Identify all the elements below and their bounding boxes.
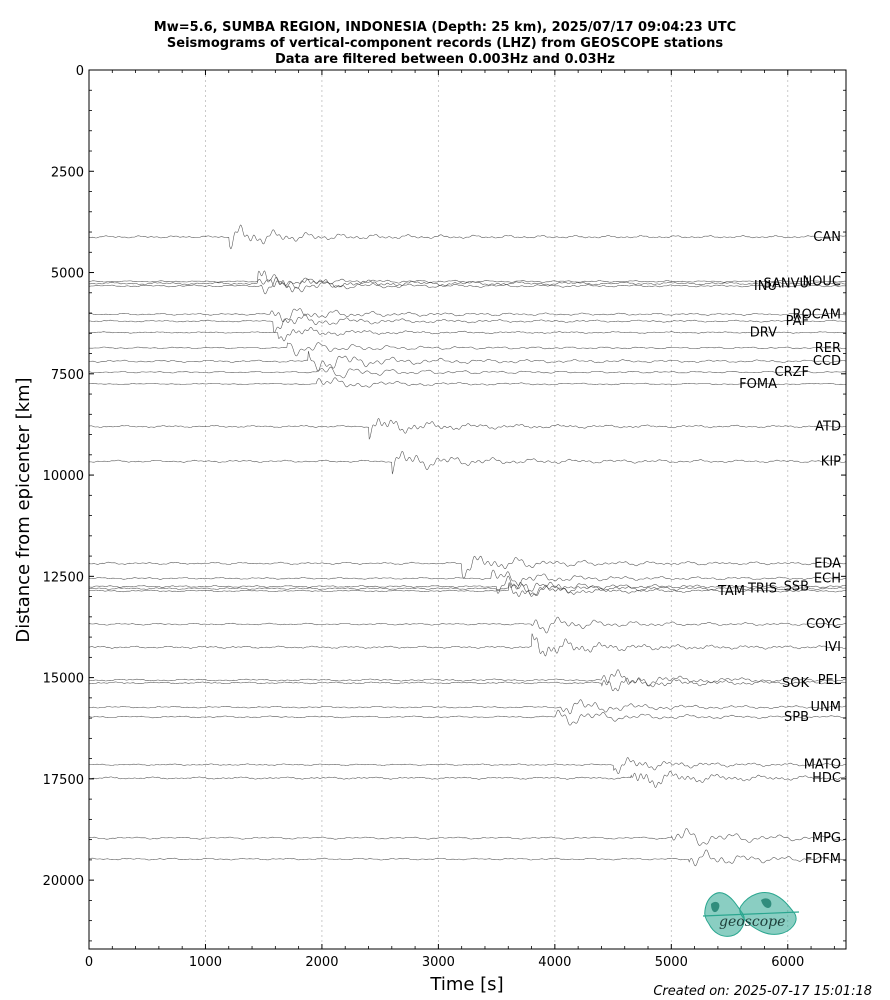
station-label-atd: ATD: [815, 419, 841, 434]
station-label-spb: SPB: [784, 710, 809, 725]
trace-sanvu: [88, 270, 846, 293]
trace-foma: [89, 377, 846, 388]
station-label-unm: UNM: [811, 700, 841, 715]
station-label-fdfm: FDFM: [805, 852, 841, 867]
trace-rer: [88, 342, 846, 357]
station-label-sanvu: SANVU: [763, 276, 809, 291]
trace-ssb: [89, 575, 846, 594]
trace-ivi: [89, 633, 846, 657]
y-axis-label: Distance from epicenter [km]: [13, 377, 34, 642]
axis-ticks: 0 1000 2000 3000 4000 5000 6000 0 2500 5000 7500 10…: [43, 64, 846, 970]
x-tick-label-2000: 2000: [305, 955, 338, 970]
x-tick-label-5000: 5000: [655, 955, 688, 970]
station-label-ivi: IVI: [824, 640, 841, 655]
station-label-coyc: COYC: [806, 617, 841, 632]
trace-coyc: [89, 616, 846, 634]
station-label-mpg: MPG: [812, 831, 841, 846]
trace-mato: [88, 757, 846, 774]
trace-pel: [88, 669, 846, 687]
station-label-paf: PAF: [786, 314, 809, 329]
station-label-ccd: CCD: [813, 354, 841, 369]
trace-tris: [88, 582, 846, 596]
station-label-pel: PEL: [818, 673, 842, 688]
y-tick-label-10000: 10000: [43, 469, 84, 484]
plot-frame: [88, 69, 847, 950]
trace-ech: [88, 569, 846, 586]
station-label-sok: SOK: [782, 676, 809, 691]
trace-sok: [88, 677, 846, 692]
x-tick-label-6000: 6000: [771, 955, 804, 970]
logo-text: geoscope: [719, 914, 785, 930]
trace-tam: [88, 582, 846, 597]
trace-atd: [88, 418, 846, 440]
trace-unm: [88, 699, 846, 715]
x-tick-label-0: 0: [85, 955, 93, 970]
station-label-kip: KIP: [821, 454, 841, 469]
station-label-ssb: SSB: [784, 579, 809, 594]
x-tick-label-1000: 1000: [189, 955, 222, 970]
trace-nouc: [88, 274, 846, 286]
y-tick-label-2500: 2500: [51, 165, 84, 180]
logo-dark-patches: [711, 898, 772, 913]
y-tick-label-17500: 17500: [43, 773, 84, 788]
trace-can: [88, 224, 846, 250]
chart-title-line-1: Mw=5.6, SUMBA REGION, INDONESIA (Depth: …: [154, 20, 736, 35]
station-label-inu: INU: [754, 279, 777, 294]
chart-title-line-3: Data are filtered between 0.003Hz and 0.…: [275, 52, 615, 67]
y-tick-label-0: 0: [76, 64, 84, 79]
y-tick-label-7500: 7500: [51, 368, 84, 383]
trace-ccd: [89, 350, 846, 372]
trace-inu: [88, 276, 846, 295]
geoscope-logo: geoscope: [702, 892, 800, 937]
station-label-hdc: HDC: [812, 771, 841, 786]
trace-fdfm: [88, 849, 846, 867]
trace-spb: [88, 709, 846, 726]
station-label-rer: RER: [815, 341, 841, 356]
trace-hdc: [88, 770, 846, 788]
y-tick-label-15000: 15000: [43, 672, 84, 687]
station-label-crzf: CRZF: [775, 365, 810, 380]
station-label-drv: DRV: [750, 325, 777, 340]
station-label-foma: FOMA: [739, 377, 777, 392]
seismogram-traces: [88, 224, 846, 867]
grid-lines: [205, 70, 789, 949]
chart-titles: Mw=5.6, SUMBA REGION, INDONESIA (Depth: …: [154, 20, 736, 67]
y-tick-label-12500: 12500: [43, 570, 84, 585]
station-label-ech: ECH: [814, 571, 841, 586]
trace-drv: [88, 327, 846, 342]
trace-crzf: [88, 366, 846, 379]
station-label-mato: MATO: [804, 758, 841, 773]
station-label-nouc: NOUC: [802, 274, 841, 289]
trace-kip: [88, 451, 846, 475]
x-axis-label: Time [s]: [429, 974, 503, 995]
station-label-tris: TRIS: [747, 581, 777, 596]
station-label-rocam: ROCAM: [793, 307, 841, 322]
chart-title-line-2: Seismograms of vertical-component record…: [167, 36, 723, 51]
trace-mpg: [89, 828, 846, 846]
creation-timestamp: Created on: 2025-07-17 15:01:18: [653, 984, 872, 999]
y-tick-label-5000: 5000: [51, 267, 84, 282]
x-tick-label-3000: 3000: [422, 955, 455, 970]
x-tick-label-4000: 4000: [538, 955, 571, 970]
trace-eda: [88, 555, 846, 579]
station-label-can: CAN: [813, 230, 841, 245]
logo-swoosh: [702, 911, 800, 917]
station-label-eda: EDA: [814, 556, 841, 571]
y-tick-label-20000: 20000: [43, 874, 84, 889]
trace-rocam: [88, 308, 846, 323]
station-label-tam: TAM: [717, 584, 745, 599]
trace-paf: [88, 313, 846, 333]
